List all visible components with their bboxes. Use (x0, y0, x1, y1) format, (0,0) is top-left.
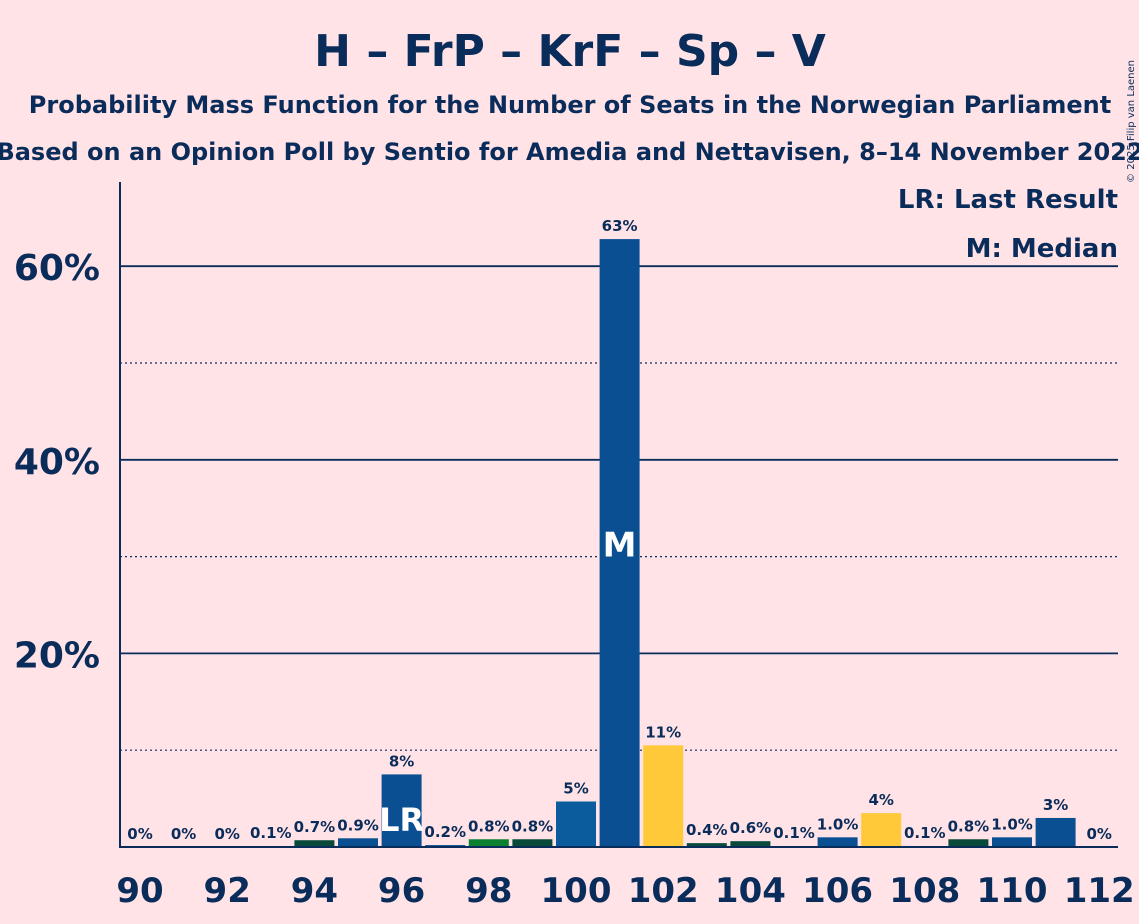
bars (250, 239, 1076, 847)
bar-106 (817, 837, 858, 847)
x-axis: 90 92 94 96 98 100 102 104 106 108 110 112 (116, 846, 1135, 911)
bar-111 (1035, 817, 1076, 847)
y-tick-label-2: 60% (14, 248, 100, 289)
chart-subtitle-1: Probability Mass Function for the Number… (29, 91, 1111, 119)
bar-value-labels: 0% 0% 0% 0.1% 0.7% 0.9%8%0.2% 0.8% 0.8%5%63%11%… (127, 217, 1112, 843)
bar-99 (512, 839, 553, 847)
last-result-marker: LR (379, 801, 424, 839)
bar-label-111: 3% (1043, 796, 1068, 814)
bar-110 (992, 837, 1032, 847)
bar-103 (686, 843, 727, 847)
bar-label-110: 1.0% (991, 815, 1033, 833)
x-tick-label-96: 96 (378, 871, 425, 911)
median-marker: M (603, 526, 637, 566)
bar-label-95: 0.9% (337, 816, 379, 834)
bar-94 (294, 840, 335, 847)
bar-label-107: 4% (868, 791, 893, 809)
bar-label-96: 8% (389, 752, 414, 770)
bar-101 (599, 239, 640, 847)
bar-102 (643, 745, 684, 847)
bar-label-97: 0.2% (424, 823, 466, 841)
bar-label-112: 0% (1086, 825, 1111, 843)
bar-label-102: 11% (645, 723, 681, 741)
bar-label-99: 0.8% (512, 817, 554, 835)
x-tick-label-98: 98 (465, 871, 512, 911)
bar-label-93: 0.1% (250, 824, 292, 842)
bar-95 (338, 838, 378, 847)
bar-96 (381, 774, 422, 847)
x-tick-label-100: 100 (541, 871, 612, 911)
bar-label-106: 1.0% (817, 815, 859, 833)
copyright-note: © 2025 Filip van Laenen (1126, 60, 1137, 183)
bar-109 (948, 839, 989, 847)
bar-107 (861, 813, 902, 847)
x-tick-label-110: 110 (977, 871, 1048, 911)
chart-subtitle-2: Based on an Opinion Poll by Sentio for A… (0, 138, 1139, 166)
x-tick-label-106: 106 (802, 871, 873, 911)
bar-label-103: 0.4% (686, 821, 728, 839)
bar-label-90: 0% (127, 825, 152, 843)
bar-104 (730, 841, 771, 847)
x-tick-label-102: 102 (628, 871, 699, 911)
bar-98 (468, 839, 509, 847)
legend-last-result: LR: Last Result (898, 185, 1118, 215)
x-tick-label-112: 112 (1064, 871, 1135, 911)
x-tick-label-90: 90 (116, 871, 163, 911)
bar-label-100: 5% (563, 780, 588, 798)
x-tick-label-104: 104 (715, 871, 786, 911)
bar-100 (556, 801, 596, 847)
x-tick-label-94: 94 (291, 871, 338, 911)
bar-label-92: 0% (214, 825, 239, 843)
bar-label-108: 0.1% (904, 824, 946, 842)
y-tick-label-1: 40% (14, 442, 100, 483)
bar-label-104: 0.6% (730, 819, 772, 837)
y-axis: 20% 40% 60% (14, 182, 121, 848)
chart-title: H – FrP – KrF – Sp – V (314, 26, 826, 77)
legend-median: M: Median (966, 234, 1118, 264)
bar-label-101: 63% (602, 217, 638, 235)
bar-label-91: 0% (171, 825, 196, 843)
y-tick-label-0: 20% (14, 635, 100, 676)
bar-label-98: 0.8% (468, 817, 510, 835)
x-tick-label-92: 92 (204, 871, 251, 911)
bar-label-109: 0.8% (948, 817, 990, 835)
x-tick-label-108: 108 (889, 871, 960, 911)
bar-label-94: 0.7% (294, 818, 336, 836)
bar-label-105: 0.1% (773, 824, 815, 842)
